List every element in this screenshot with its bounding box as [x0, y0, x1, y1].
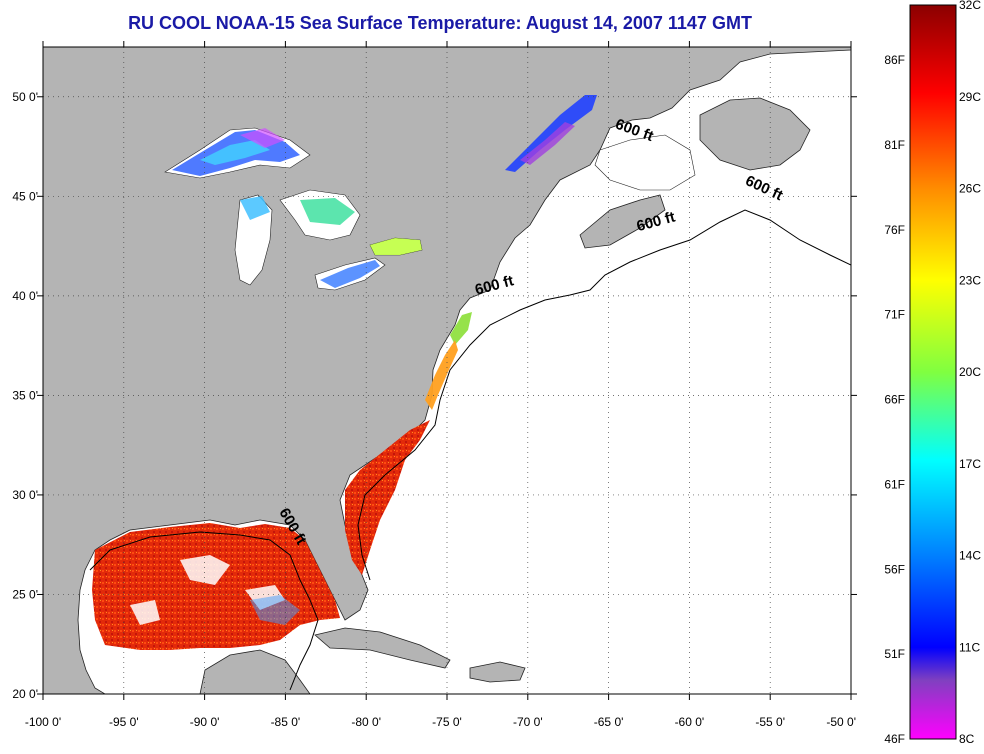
map-title: RU COOL NOAA-15 Sea Surface Temperature:…	[128, 13, 752, 33]
sst-lake-superior-magenta	[240, 128, 285, 148]
map-panel	[43, 47, 851, 694]
y-tick-label: 30 0'	[12, 488, 38, 502]
hispaniola-land	[469, 661, 526, 683]
colorbar-fahrenheit-label: 86F	[884, 53, 905, 67]
colorbar-fahrenheit-label: 71F	[884, 308, 905, 322]
newfoundland-land	[699, 97, 811, 171]
y-tick-label: 35 0'	[12, 388, 38, 402]
colorbar-celsius-labels: 32C 29C 26C 23C 20C 17C 14C 11C 8C	[959, 0, 981, 746]
sst-overlay	[92, 95, 597, 650]
sst-gulf-white-gaps	[130, 555, 285, 625]
colorbar-celsius-label: 32C	[959, 0, 981, 12]
colorbar-fahrenheit-label: 66F	[884, 393, 905, 407]
x-tick-label: -80 0'	[351, 715, 381, 729]
colorbar-celsius-label: 17C	[959, 457, 981, 471]
sst-lake-superior-cyan	[200, 140, 270, 165]
x-tick-label: -90 0'	[190, 715, 220, 729]
x-tick-label: -70 0'	[513, 715, 543, 729]
colorbar-celsius-label: 14C	[959, 549, 981, 563]
x-tick-label: -55 0'	[755, 715, 785, 729]
colorbar-fahrenheit-label: 56F	[884, 562, 905, 576]
sst-st-lawrence-magenta	[520, 122, 575, 165]
y-tick-label: 45 0'	[12, 189, 38, 203]
colorbar-fahrenheit-label: 76F	[884, 223, 905, 237]
sst-gulf-stream-east-coast	[345, 420, 430, 575]
sst-gulf-mixed-colors	[250, 595, 300, 625]
sst-new-england-coast	[450, 312, 472, 345]
sst-lake-ontario	[370, 238, 422, 255]
sst-lake-huron	[300, 198, 355, 225]
x-tick-label: -65 0'	[594, 715, 624, 729]
colorbar-fahrenheit-label: 51F	[884, 647, 905, 661]
colorbar-fahrenheit-label: 46F	[884, 732, 905, 746]
colorbar-celsius-label: 29C	[959, 90, 981, 104]
colorbar-celsius-label: 23C	[959, 273, 981, 287]
colorbar-gradient	[909, 4, 957, 740]
sst-lake-michigan-north	[240, 196, 270, 220]
colorbar-celsius-label: 20C	[959, 365, 981, 379]
x-tick-label: -100 0'	[25, 715, 61, 729]
cuba-land	[314, 627, 451, 669]
x-tick-label: -50 0'	[826, 715, 856, 729]
y-tick-label: 25 0'	[12, 587, 38, 601]
yucatan-land	[199, 649, 311, 694]
x-tick-label: -95 0'	[109, 715, 139, 729]
sst-lake-erie	[320, 260, 380, 288]
colorbar-celsius-label: 11C	[959, 640, 980, 654]
x-tick-label: -85 0'	[271, 715, 301, 729]
y-tick-label: 20 0'	[12, 687, 38, 701]
nova-scotia-land	[579, 194, 666, 249]
longitude-axis: -100 0' -95 0' -90 0' -85 0' -80 0' -75 0' -70…	[25, 41, 856, 729]
temperature-colorbar: 32C 29C 26C 23C 20C 17C 14C 11C 8C 86F 81F 76F 71F 6…	[884, 0, 981, 746]
y-tick-label: 40 0'	[12, 289, 38, 303]
x-tick-label: -60 0'	[675, 715, 705, 729]
latitude-axis: 20 0' 25 0' 30 0' 35 0' 40 0' 45 0' 50 0'	[12, 90, 857, 701]
gulf-st-lawrence	[594, 134, 696, 191]
depth-contour-600ft	[357, 209, 851, 581]
colorbar-fahrenheit-label: 81F	[884, 138, 905, 152]
depth-contour-600ft-gulf	[89, 531, 319, 691]
colorbar-fahrenheit-labels: 86F 81F 76F 71F 66F 61F 56F 51F 46F	[884, 53, 905, 746]
colorbar-celsius-label: 26C	[959, 182, 981, 196]
colorbar-fahrenheit-label: 61F	[884, 477, 905, 491]
y-tick-label: 50 0'	[12, 90, 38, 104]
x-tick-label: -75 0'	[432, 715, 462, 729]
sst-mid-atlantic	[425, 340, 458, 410]
colorbar-celsius-label: 8C	[959, 732, 975, 746]
